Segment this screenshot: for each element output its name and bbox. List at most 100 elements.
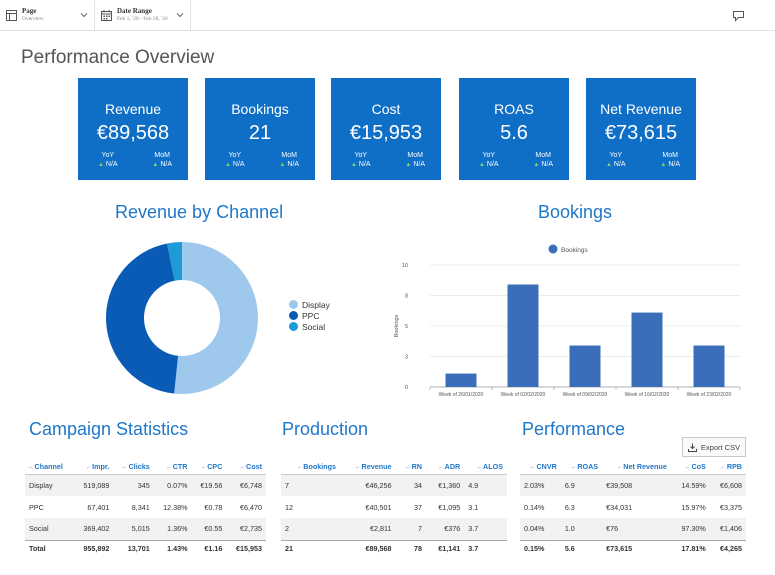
column-header[interactable]: ⌐ RPB	[709, 460, 746, 475]
legend-item-social[interactable]: Social	[289, 321, 330, 332]
donut-slice-social[interactable]	[167, 242, 182, 281]
revenue-by-channel-title: Revenue by Channel	[115, 202, 284, 222]
y-tick-label: 8	[405, 294, 408, 300]
column-header[interactable]: ⌐ Revenue	[340, 460, 396, 475]
column-header[interactable]: ⌐ RN	[395, 460, 426, 475]
up-arrow-icon: ▲	[98, 162, 104, 168]
bar-bookings[interactable]	[569, 345, 601, 387]
kpi-yoy: YoY ▲ N/A	[479, 152, 499, 168]
calendar-icon	[101, 10, 112, 21]
x-tick-label: Week of 02/02/2020	[501, 392, 546, 398]
filter-bar: Page Overview Date Range Feb 1, '20 - Fe…	[0, 0, 775, 31]
sort-icon: ⌐	[439, 465, 443, 472]
up-arrow-icon: ▲	[351, 162, 357, 168]
table-row: 0.04% 1.0 €76 97.30% €1,406	[520, 518, 746, 540]
legend-label-bookings: Bookings	[561, 247, 588, 254]
column-header[interactable]: ⌐ CPC	[191, 460, 227, 475]
column-header[interactable]: ⌐ ALOS	[464, 460, 507, 475]
table-row: 12 €40,501 37 €1,095 3.1	[285, 502, 479, 512]
table-row: Display 519,089 345 0.07% €19.56 €6,748	[25, 474, 266, 496]
legend-item-display[interactable]: Display	[289, 299, 330, 310]
sort-icon: ⌐	[685, 465, 690, 472]
bar-bookings[interactable]	[631, 312, 663, 387]
sort-icon: ⌐	[721, 465, 725, 472]
kpi-yoy: YoY ▲ N/A	[98, 152, 118, 168]
kpi-yoy: YoY ▲ N/A	[225, 152, 245, 168]
sort-icon: ⌐	[123, 465, 127, 472]
up-arrow-icon: ▲	[533, 162, 540, 168]
date-range-filter[interactable]: Date Range Feb 1, '20 - Feb 28, '20	[95, 0, 191, 31]
legend-item-ppc[interactable]: PPC	[289, 310, 330, 321]
sort-icon: ⌐	[86, 465, 91, 472]
donut-slice-ppc[interactable]	[106, 243, 179, 394]
sort-icon: ⌐	[240, 465, 245, 472]
kpi-card-revenue: Revenue €89,568 YoY ▲ N/A MoM ▲ N/A	[78, 78, 188, 180]
kpi-title: ROAS	[494, 101, 534, 117]
table-row: 7 €46,256 34 €1,360 4.9	[281, 474, 507, 496]
bar-bookings[interactable]	[445, 373, 477, 387]
column-header[interactable]: ⌐ Cost	[226, 460, 266, 475]
kpi-card-net-revenue: Net Revenue €73,615 YoY ▲ N/A MoM ▲ N/A	[586, 78, 696, 180]
y-axis-label: Bookings	[394, 314, 400, 337]
chevron-down-icon	[80, 13, 88, 18]
kpi-yoy: YoY ▲ N/A	[606, 152, 626, 168]
sort-icon: ⌐	[617, 465, 622, 472]
table-row: 2 €2,811 7 €376 3.7	[281, 518, 507, 540]
production-table: ⌐ Bookings ⌐ Revenue ⌐ RN ⌐ ADR ⌐ ALOS 7 €46,2…	[281, 460, 507, 556]
bookings-bar-chart: Bookings 0 3 5 8 10 Bookings Week of 26/01/2020…	[394, 244, 741, 398]
table-row: PPC 67,401 8,341 12.38% €0.78 €6,470	[29, 502, 262, 512]
column-header[interactable]: ⌐ CoS	[670, 460, 710, 475]
table-total-row: Total 955,892 13,701 1.43% €1.16 €15,953	[25, 539, 266, 556]
column-header[interactable]: ⌐ ADR	[426, 460, 465, 475]
page-filter-label: Page	[22, 7, 37, 15]
comment-icon[interactable]	[732, 9, 745, 22]
export-csv-label: Export CSV	[700, 442, 741, 452]
kpi-title: Net Revenue	[600, 101, 682, 117]
kpi-card-roas: ROAS 5.6 YoY ▲ N/A MoM ▲ N/A	[459, 78, 569, 180]
campaign-statistics-title: Campaign Statistics	[29, 419, 189, 439]
kpi-mom: MoM ▲ N/A	[533, 152, 553, 168]
y-tick-label: 5	[405, 324, 408, 330]
table-row: 2.03% 6.9 €39,508 14.59% €6,608	[520, 474, 746, 496]
revenue-by-channel-donut	[106, 242, 259, 394]
x-tick-label: Week of 16/02/2020	[625, 392, 670, 398]
page-title: Performance Overview	[21, 47, 215, 68]
kpi-title: Cost	[371, 101, 401, 117]
column-header[interactable]: ⌐ CNVR	[520, 460, 561, 475]
date-range-label: Date Range	[117, 7, 152, 15]
column-header[interactable]: ⌐ Clicks	[113, 460, 154, 475]
table-row: Social 369,402 5,015 1.36% €0.55 €2,735	[25, 518, 266, 540]
sort-icon: ⌐	[29, 465, 33, 472]
sort-icon: ⌐	[167, 465, 171, 472]
kpi-mom: MoM ▲ N/A	[405, 152, 425, 168]
bookings-title: Bookings	[538, 202, 613, 222]
kpi-value: €15,953	[349, 122, 423, 144]
performance-table: ⌐ CNVR ⌐ ROAS ⌐ Net Revenue ⌐ CoS ⌐ RPB 2.03%…	[520, 460, 746, 556]
column-header[interactable]: ⌐ Channel	[25, 460, 74, 475]
y-tick-label: 10	[402, 263, 408, 269]
kpi-title: Bookings	[231, 101, 289, 117]
column-header[interactable]: ⌐ ROAS	[560, 460, 603, 475]
donut-slice-display[interactable]	[174, 242, 259, 394]
up-arrow-icon: ▲	[279, 162, 286, 168]
kpi-value: €73,615	[604, 122, 678, 144]
table-total-row: 0.15% 5.6 €73,615 17.81% €4,265	[520, 539, 746, 556]
x-tick-label: Week of 26/01/2020	[439, 392, 484, 398]
export-csv-button[interactable]: Export CSV	[682, 437, 746, 457]
column-header[interactable]: ⌐ Impr.	[73, 460, 114, 475]
column-header[interactable]: ⌐ Net Revenue	[602, 460, 671, 475]
campaign-statistics-table: ⌐ Channel ⌐ Impr. ⌐ Clicks ⌐ CTR ⌐ CPC ⌐ Cost …	[25, 460, 266, 556]
sort-icon: ⌐	[530, 465, 535, 472]
table-total-row: 21 €89,568 78 €1,141 3.7	[281, 539, 507, 556]
up-arrow-icon: ▲	[225, 162, 231, 168]
bar-bookings[interactable]	[693, 345, 725, 387]
kpi-mom: MoM ▲ N/A	[152, 152, 172, 168]
kpi-title: Revenue	[104, 101, 162, 117]
x-tick-label: Week of 23/02/2020	[687, 392, 732, 398]
column-header[interactable]: ⌐ CTR	[153, 460, 192, 475]
column-header[interactable]: ⌐ Bookings	[281, 460, 341, 475]
production-title: Production	[282, 419, 369, 439]
up-arrow-icon: ▲	[152, 162, 159, 168]
bar-bookings[interactable]	[507, 284, 539, 387]
page-filter[interactable]: Page Overview	[0, 0, 95, 31]
